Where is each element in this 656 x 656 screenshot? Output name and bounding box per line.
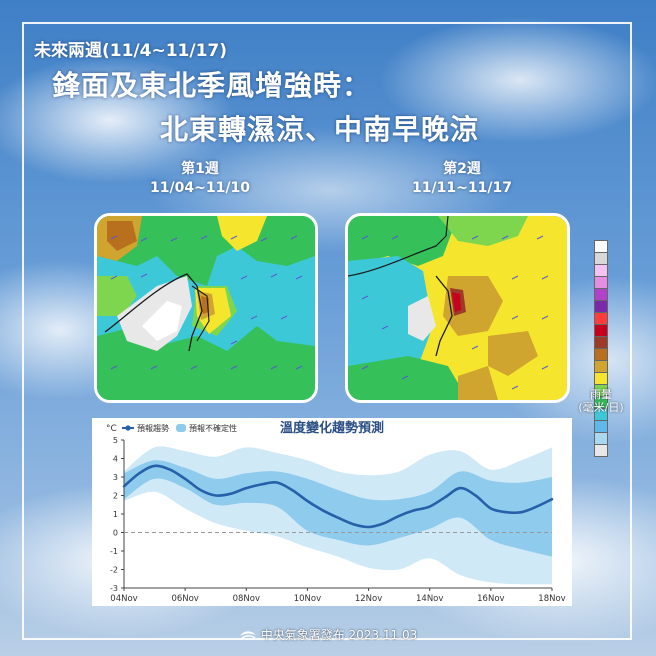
week2-range: 11/11~11/17 — [412, 180, 512, 196]
week1-caption: 第1週 11/04~11/10 — [130, 160, 270, 198]
week2-rainfall-map — [345, 213, 570, 403]
colorbar-swatch — [594, 420, 608, 432]
chart-title: 溫度變化趨勢預測 — [280, 420, 384, 436]
x-tick-label: 14Nov — [416, 594, 443, 604]
week1-rainfall-map — [94, 213, 318, 403]
colorbar-swatch — [594, 336, 608, 348]
colorbar-swatch — [594, 348, 608, 360]
chart-legend: 預報趨勢 預報不確定性 — [122, 423, 237, 433]
headline-line-1: 鋒面及東北季風增強時： — [52, 69, 372, 102]
week1-range: 11/04~11/10 — [150, 180, 250, 196]
headline-line-2: 北東轉濕涼、中南早晚涼 — [160, 113, 480, 146]
rainfall-colorbar — [594, 240, 608, 457]
white-frame — [22, 22, 632, 640]
y-tick-label: -2 — [110, 566, 118, 575]
x-tick-label: 06Nov — [171, 594, 198, 604]
colorbar-swatch — [594, 444, 608, 457]
colorbar-swatch — [594, 408, 608, 420]
rainfall-legend-label: 雨量 (毫米/日) — [578, 388, 624, 414]
colorbar-swatch — [594, 432, 608, 444]
legend-forecast-dot-icon — [125, 425, 131, 431]
y-tick-label: 5 — [113, 436, 118, 445]
x-tick-label: 16Nov — [477, 594, 504, 604]
uncertainty-band-inner — [124, 460, 552, 557]
legend-uncertainty: 預報不確定性 — [189, 423, 237, 433]
x-tick-label: 08Nov — [233, 594, 260, 604]
y-tick-label: 4 — [113, 455, 118, 464]
x-tick-label: 10Nov — [294, 594, 321, 604]
colorbar-swatch — [594, 396, 608, 408]
rainfall-legend-unit: (毫米/日) — [578, 401, 624, 414]
cwa-logo-icon — [239, 631, 256, 640]
colorbar-swatch — [594, 288, 608, 300]
period-subtitle: 未來兩週(11/4~11/17) — [34, 41, 228, 61]
y-tick-label: -1 — [110, 547, 118, 556]
legend-uncertainty-band-icon — [176, 424, 186, 432]
colorbar-swatch — [594, 384, 608, 396]
legend-forecast: 預報趨勢 — [137, 423, 169, 433]
colorbar-swatch — [594, 324, 608, 336]
x-tick-label: 12Nov — [355, 594, 382, 604]
colorbar-swatch — [594, 300, 608, 312]
colorbar-swatch — [594, 276, 608, 288]
y-tick-label: 1 — [113, 510, 118, 519]
colorbar-swatch — [594, 360, 608, 372]
footer-text: 中央氣象署發布 2023.11.03 — [260, 628, 418, 642]
x-tick-label: 18Nov — [538, 594, 565, 604]
x-tick-label: 04Nov — [110, 594, 137, 604]
rainfall-legend-title: 雨量 — [590, 388, 612, 401]
y-tick-label: -3 — [110, 584, 118, 593]
colorbar-swatch — [594, 252, 608, 264]
forecast-trend-line — [122, 464, 554, 529]
colorbar-swatch — [594, 372, 608, 384]
y-unit-label: °C — [106, 424, 117, 434]
y-tick-label: 3 — [113, 473, 118, 482]
week2-label: 第2週 — [443, 161, 481, 177]
week1-label: 第1週 — [181, 161, 219, 177]
temperature-trend-chart: °C 預報趨勢 預報不確定性 溫度變化趨勢預測 -3 -2 -1 0 1 2 3 4 5 04No… — [92, 418, 572, 606]
footer-credit: 中央氣象署發布 2023.11.03 — [0, 626, 656, 643]
y-tick-label: 0 — [113, 529, 118, 538]
colorbar-swatch — [594, 312, 608, 324]
week2-caption: 第2週 11/11~11/17 — [392, 160, 532, 198]
colorbar-swatch — [594, 264, 608, 276]
y-tick-label: 2 — [113, 492, 118, 501]
colorbar-swatch — [594, 240, 608, 252]
